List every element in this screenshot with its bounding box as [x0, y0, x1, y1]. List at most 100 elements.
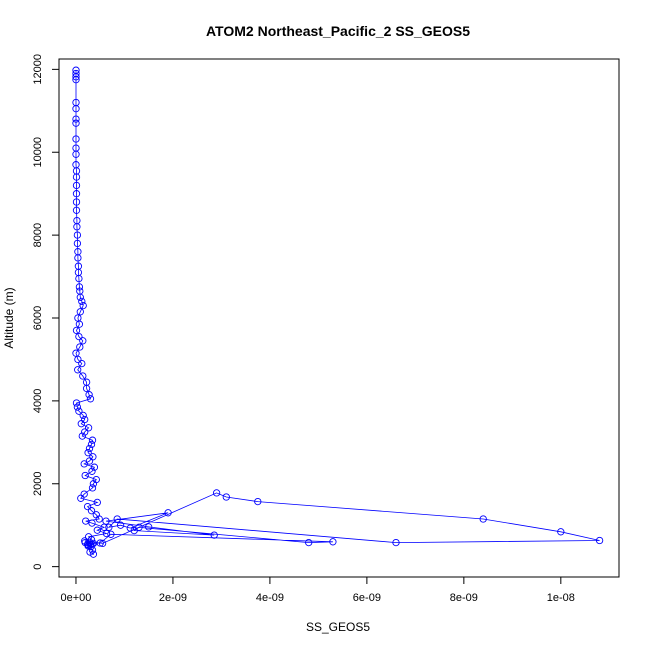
data-point [135, 523, 143, 531]
data-point [72, 115, 80, 123]
data-point [80, 460, 88, 468]
data-point [75, 332, 83, 341]
data-point [76, 308, 84, 316]
data-point [88, 546, 97, 554]
data-point [93, 526, 101, 534]
data-point [145, 523, 153, 531]
data-point [72, 173, 81, 181]
data-point [72, 198, 81, 206]
data-point [72, 190, 81, 198]
data-point [74, 366, 82, 374]
data-point [76, 343, 84, 351]
y-tick-label: 2000 [32, 472, 44, 496]
data-point [72, 105, 80, 113]
data-point [305, 538, 313, 547]
data-point [78, 432, 86, 440]
data-point [72, 399, 81, 407]
data-point [76, 293, 84, 301]
data-point [130, 526, 138, 535]
data-point [75, 283, 84, 291]
data-point [74, 355, 82, 364]
data-point [73, 403, 82, 411]
data-point [90, 463, 99, 471]
data-point [84, 449, 92, 457]
data-point [77, 420, 85, 428]
data-point [78, 359, 86, 368]
data-point [73, 223, 81, 231]
data-point [72, 181, 81, 190]
x-tick-label: 4e-09 [256, 592, 284, 604]
y-tick-label: 12000 [32, 54, 44, 85]
data-point [75, 274, 83, 283]
data-point [479, 515, 487, 523]
data-point [86, 395, 95, 403]
data-point [75, 320, 84, 328]
data-point [72, 135, 80, 143]
y-tick-label: 10000 [32, 137, 44, 168]
data-point [87, 440, 96, 449]
data-point [595, 536, 604, 545]
data-point [116, 521, 125, 529]
data-point [164, 509, 172, 517]
data-point [254, 497, 262, 506]
y-tick-label: 6000 [32, 306, 44, 330]
data-point [79, 301, 87, 310]
data-point [77, 494, 85, 502]
data-point [87, 507, 96, 515]
data-point [89, 480, 98, 488]
data-point [107, 530, 115, 538]
data-point [329, 538, 337, 546]
data-point [86, 548, 94, 556]
data-point [212, 489, 221, 497]
y-tick-label: 0 [32, 564, 44, 570]
data-point [88, 467, 96, 475]
data-point [95, 515, 103, 523]
x-tick-label: 1e-08 [547, 592, 575, 604]
data-point [102, 529, 111, 538]
data-point [98, 539, 107, 548]
data-point [85, 444, 94, 453]
data-point [82, 384, 91, 393]
x-axis-label: SS_GEOS5 [306, 620, 370, 634]
data-point [222, 493, 230, 501]
data-point [83, 502, 92, 511]
data-point [74, 254, 82, 262]
data-point [72, 326, 81, 335]
x-axis: 0e+00 2e-09 4e-09 6e-09 8e-09 1e-08 [61, 576, 575, 604]
data-point [82, 517, 90, 525]
data-point [73, 231, 82, 239]
data-point [88, 436, 97, 444]
data-point [79, 411, 87, 420]
x-tick-label: 8e-09 [450, 592, 478, 604]
data-point [72, 206, 81, 214]
x-tick-label: 0e+00 [61, 592, 92, 604]
data-point [79, 337, 87, 345]
x-tick-label: 2e-09 [159, 592, 187, 604]
y-tick-label: 4000 [32, 389, 44, 413]
data-point [72, 76, 80, 84]
data-point [113, 515, 121, 523]
data-point [84, 541, 93, 549]
data-point [557, 528, 565, 536]
y-tick-label: 8000 [32, 223, 44, 247]
data-point [81, 471, 89, 480]
y-axis-label: Altitude (m) [2, 287, 16, 348]
x-tick-label: 6e-09 [353, 592, 381, 604]
series-point-group [72, 66, 604, 558]
data-point [105, 523, 113, 531]
data-point [392, 538, 400, 547]
data-point [210, 531, 218, 539]
data-point [87, 543, 95, 551]
data-point [72, 73, 80, 81]
data-point [126, 524, 134, 532]
data-point [88, 519, 96, 527]
data-point [72, 119, 80, 127]
data-point [79, 372, 87, 380]
data-point [73, 239, 82, 248]
data-point [102, 517, 110, 525]
data-point [81, 428, 89, 436]
data-point [84, 424, 93, 432]
data-point [85, 391, 93, 399]
